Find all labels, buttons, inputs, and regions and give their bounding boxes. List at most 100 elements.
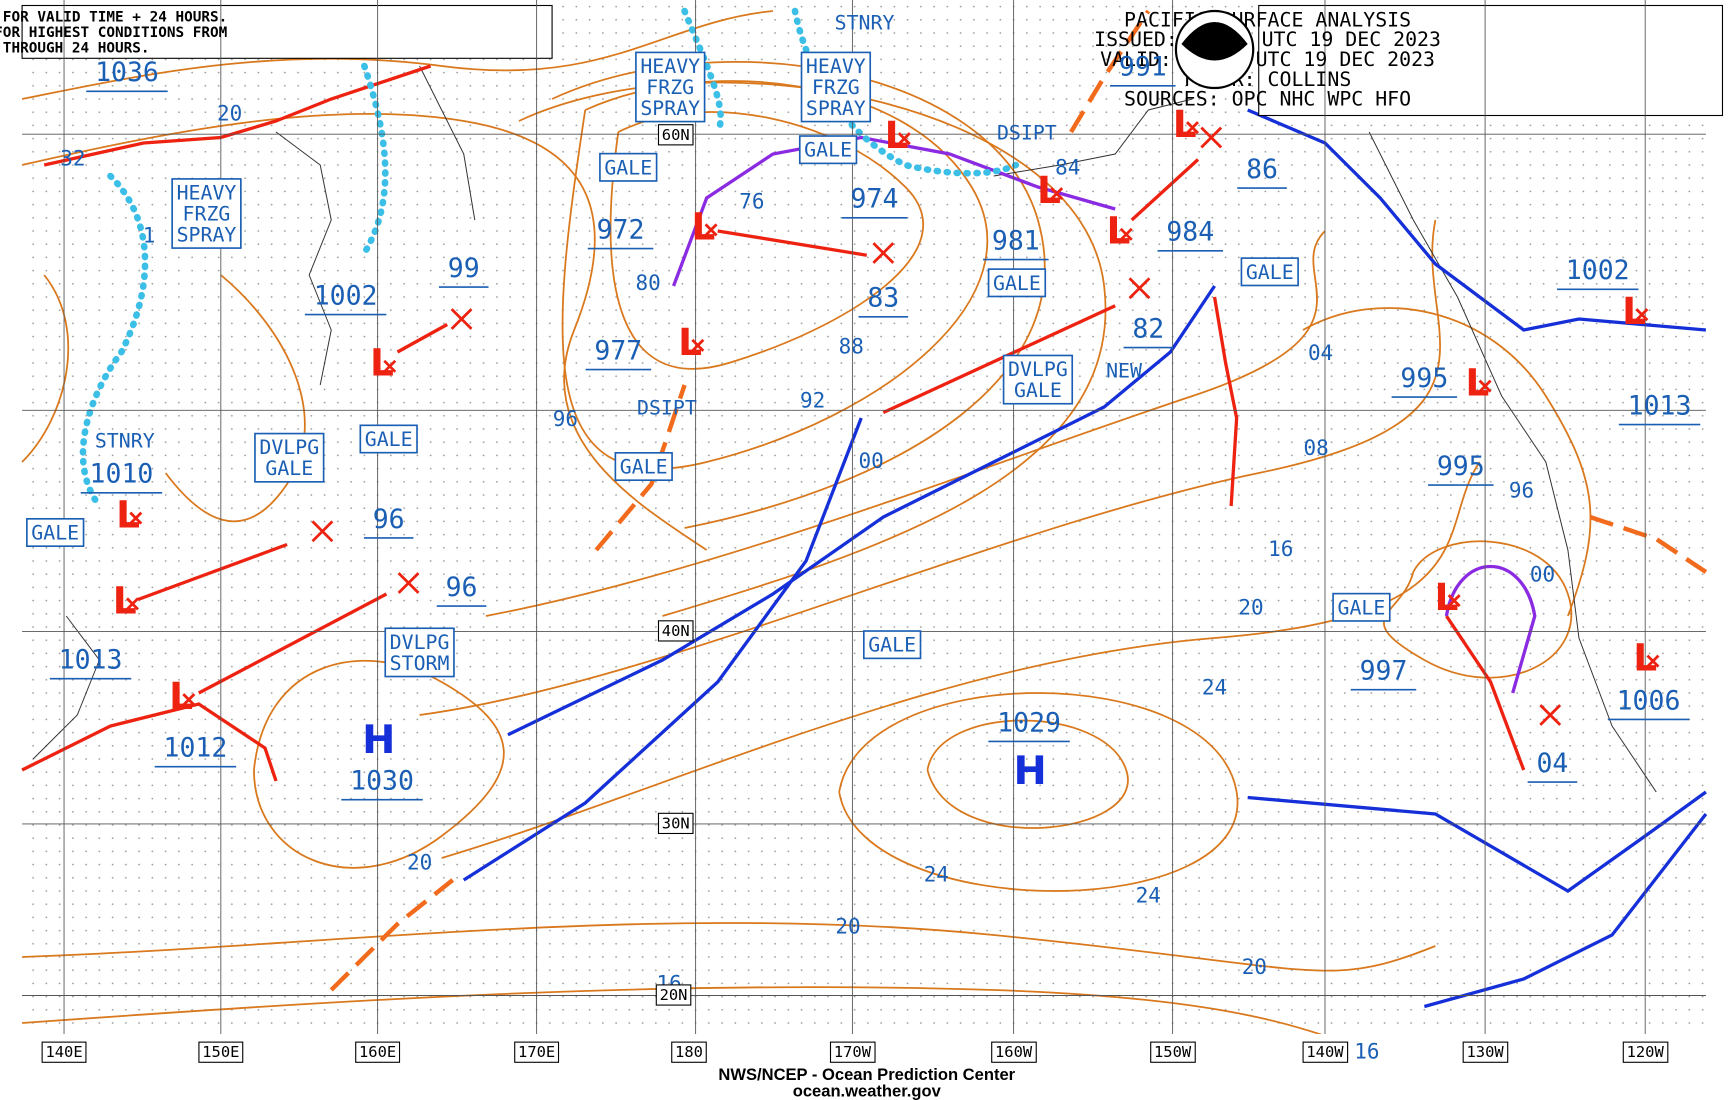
- low-symbol: L: [116, 493, 140, 537]
- pressure-center-label: 1036: [95, 57, 159, 88]
- notice-line: VALID TIME THROUGH 24 HOURS.: [0, 40, 150, 56]
- low-cross: [129, 511, 143, 525]
- low-cross: [1646, 654, 1660, 668]
- low-symbol: L: [1037, 168, 1061, 212]
- latitude-label: 20N: [660, 986, 688, 1004]
- isobar-label: 00: [1530, 562, 1555, 586]
- longitude-box: [1622, 1041, 1669, 1063]
- warning-text: GALE: [604, 156, 652, 179]
- warning-label: GALE: [26, 517, 85, 548]
- notice-box: [21, 4, 553, 59]
- warning-text: DVLPG GALE: [1008, 358, 1068, 402]
- longitude-box: [671, 1041, 707, 1063]
- latitude-label: 60N: [662, 126, 690, 144]
- longitude-label: 160W: [995, 1043, 1033, 1061]
- isobar-label: 20: [217, 101, 242, 125]
- low-cross: [704, 223, 718, 237]
- warning-text: HEAVY FRZG SPRAY: [640, 55, 700, 120]
- low-cross: [1447, 594, 1461, 608]
- low-symbol: L: [370, 341, 394, 385]
- dot-grid: [22, 0, 1706, 1034]
- warning-text: DVLPG GALE: [259, 436, 319, 480]
- low-symbol: L: [1434, 575, 1458, 619]
- longitude-label: 170E: [518, 1043, 555, 1061]
- isobars: [21, 10, 1592, 1048]
- pressure-center-label: 997: [1360, 656, 1408, 687]
- isobar-label: 00: [859, 449, 884, 473]
- isobar-label: 24: [1136, 884, 1161, 908]
- warning-label: GALE: [359, 424, 418, 454]
- status-label: DSIPT: [637, 397, 697, 420]
- warning-text: GALE: [804, 138, 852, 161]
- longitude-label: 140E: [45, 1043, 82, 1061]
- longitude-label: 140W: [1306, 1043, 1344, 1061]
- status-label: STNRY: [835, 12, 895, 35]
- warning-label: HEAVY FRZG SPRAY: [800, 51, 872, 123]
- warning-text: GALE: [868, 633, 916, 656]
- isobar-label: 80: [636, 271, 661, 295]
- warning-box: [798, 135, 858, 165]
- low-cross: [1185, 121, 1199, 135]
- warning-label: GALE: [1240, 257, 1299, 287]
- warning-label: HEAVY FRZG SPRAY: [635, 51, 706, 123]
- warning-box: [171, 178, 242, 249]
- low-symbol: L: [113, 578, 137, 622]
- latitude-box: [657, 620, 694, 642]
- isobar-label: 24: [1202, 676, 1227, 700]
- warning-label: GALE: [987, 268, 1047, 298]
- low-symbol: L: [1465, 361, 1489, 405]
- footer-line: NWS/NCEP - Ocean Prediction Center: [718, 1065, 1015, 1084]
- noaa-emblem-bird: [1181, 22, 1248, 61]
- longitude-box: [355, 1041, 401, 1063]
- isobar-label: 96: [553, 407, 578, 431]
- status-label: DSIPT: [997, 122, 1057, 145]
- isobar-label: 92: [800, 389, 825, 413]
- low-cross: [182, 693, 196, 707]
- longitude-box: [514, 1041, 560, 1063]
- pressure-center-label: 1010: [90, 459, 154, 490]
- longitude-label: 120W: [1627, 1043, 1665, 1061]
- latitude-box: [657, 812, 694, 835]
- warning-label: DVLPG STORM: [384, 627, 455, 678]
- latitude-label: 30N: [662, 814, 690, 832]
- forecast-position: [1539, 704, 1562, 726]
- isobar-label: 1: [143, 224, 156, 248]
- pressure-center-label: 1002: [314, 281, 378, 312]
- pressure-center-label: 1006: [1617, 685, 1681, 716]
- warning-text: GALE: [620, 455, 668, 478]
- low-cross: [1119, 227, 1133, 241]
- pressure-center-label: 04: [1536, 748, 1568, 779]
- high-symbol: H: [362, 717, 395, 763]
- low-cross: [1478, 379, 1492, 393]
- low-symbol: L: [885, 113, 909, 157]
- isobar-label: 04: [1308, 341, 1333, 365]
- isobar-label: 08: [1304, 436, 1329, 460]
- warning-text: GALE: [365, 428, 413, 451]
- forecast-position: [872, 242, 895, 264]
- forecast-position: [450, 308, 473, 330]
- warning-label: GALE: [798, 135, 858, 165]
- low-cross: [383, 359, 397, 373]
- longitude-label: 160E: [359, 1043, 396, 1061]
- notice-line: FORECAST TRACKS ARE FOR VALID TIME + 24 …: [0, 10, 227, 26]
- longitude-label: 180: [675, 1043, 703, 1061]
- warning-label: DVLPG GALE: [254, 432, 325, 483]
- low-symbol: L: [691, 204, 715, 248]
- low-cross: [1050, 187, 1064, 201]
- isobar-label: 84: [1055, 155, 1080, 179]
- isobar-label: 76: [739, 189, 764, 213]
- warning-text: GALE: [1337, 596, 1385, 619]
- pressure-center-label: 99: [448, 253, 480, 284]
- pressure-center-label: 1002: [1566, 255, 1630, 286]
- warning-label: GALE: [1332, 592, 1391, 622]
- latitude-box: [655, 984, 692, 1006]
- pressure-center-label: 96: [446, 572, 478, 603]
- warning-text: HEAVY FRZG SPRAY: [177, 181, 237, 246]
- pressure-center-label: 86: [1246, 154, 1278, 185]
- warning-box: [987, 268, 1047, 298]
- isobar-label: 20: [835, 914, 860, 938]
- warning-label: GALE: [862, 630, 922, 660]
- warning-label: DVLPG GALE: [1002, 354, 1074, 405]
- coastlines: [32, 65, 1657, 793]
- warning-label: GALE: [614, 451, 673, 482]
